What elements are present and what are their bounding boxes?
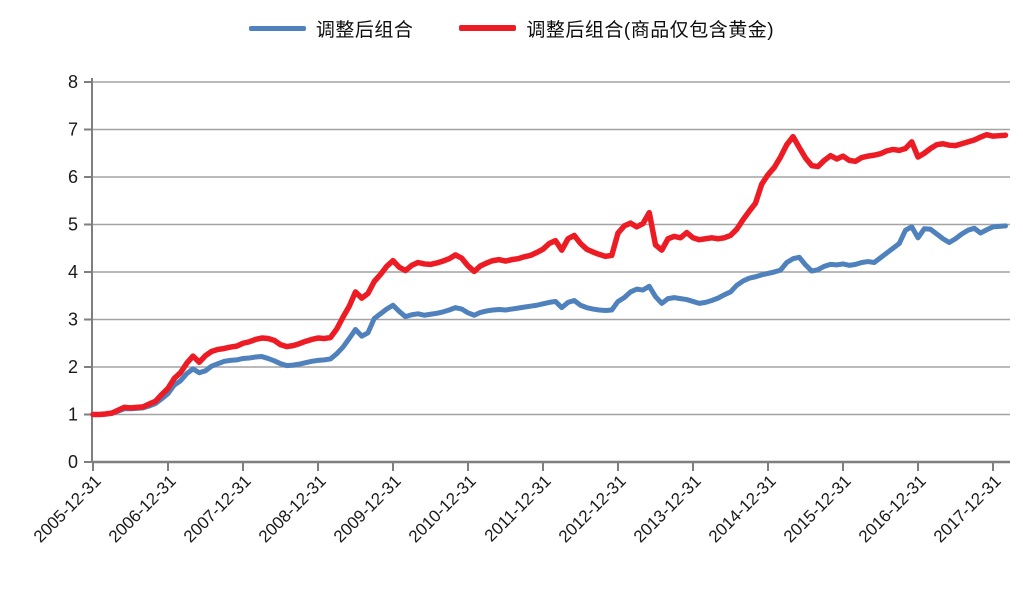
y-axis-label: 0 [68, 452, 78, 472]
legend-label: 调整后组合 [315, 19, 414, 41]
y-axis-label: 2 [68, 357, 78, 377]
y-axis-label: 5 [68, 215, 78, 235]
series-line-gold-only-portfolio [90, 131, 1009, 418]
x-axis-label: 2015-12-31 [780, 471, 855, 546]
y-axis-label: 3 [68, 310, 78, 330]
y-axis-label: 4 [68, 262, 78, 282]
series-line-adjusted-portfolio [90, 223, 1008, 417]
x-axis-label: 2008-12-31 [255, 471, 330, 546]
y-axis-label: 8 [68, 72, 78, 92]
x-axis-label: 2014-12-31 [705, 471, 780, 546]
x-axis-label: 2010-12-31 [405, 471, 480, 546]
y-axis-label: 1 [68, 405, 78, 425]
x-axis-label: 2011-12-31 [481, 471, 555, 545]
red-line-swatch-icon [459, 25, 517, 31]
legend-label: 调整后组合(商品仅包含黄金) [526, 19, 775, 41]
legend-item-gold-only-portfolio: 调整后组合(商品仅包含黄金) [459, 15, 774, 42]
chart-legend: 调整后组合 调整后组合(商品仅包含黄金) [0, 10, 1023, 46]
x-axis-label: 2017-12-31 [930, 471, 1005, 546]
x-axis-label: 2012-12-31 [555, 471, 630, 546]
x-axis-label: 2007-12-31 [180, 471, 255, 546]
x-axis-label: 2009-12-31 [330, 471, 405, 546]
x-axis-label: 2006-12-31 [105, 471, 180, 546]
x-axis-label: 2005-12-31 [30, 471, 105, 546]
blue-line-swatch-icon [248, 25, 306, 31]
y-axis-label: 6 [68, 167, 78, 187]
y-axis-label: 7 [68, 120, 78, 140]
legend-item-adjusted-portfolio: 调整后组合 [248, 15, 414, 42]
x-axis-label: 2016-12-31 [855, 471, 930, 546]
x-axis-label: 2013-12-31 [630, 471, 705, 546]
